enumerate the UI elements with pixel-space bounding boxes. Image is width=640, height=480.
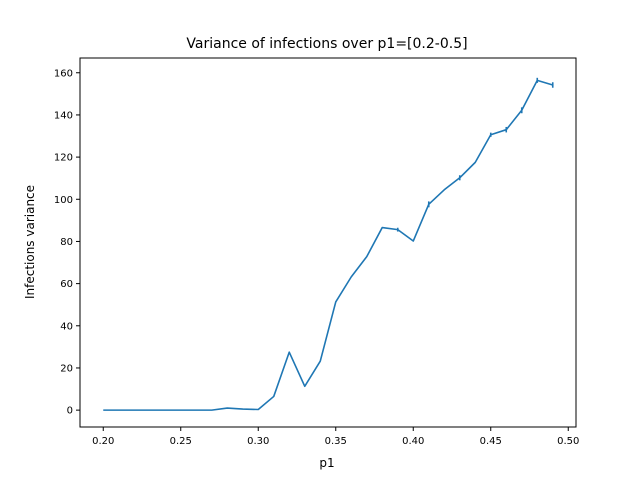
x-tick-label: 0.45 xyxy=(480,436,502,447)
plot-area xyxy=(103,77,554,411)
y-tick-label: 120 xyxy=(54,153,73,164)
x-tick-label: 0.35 xyxy=(325,436,347,447)
y-axis: 0 20 40 60 80 100 120 140 160 xyxy=(54,68,80,417)
y-tick-label: 100 xyxy=(54,195,73,206)
y-tick-label: 60 xyxy=(60,279,73,290)
x-tick-label: 0.30 xyxy=(247,436,269,447)
y-axis-label: Infections variance xyxy=(23,185,37,299)
y-tick-label: 20 xyxy=(60,363,73,374)
x-tick-label: 0.40 xyxy=(402,436,424,447)
x-tick-label: 0.20 xyxy=(92,436,114,447)
y-tick-label: 140 xyxy=(54,110,73,121)
y-tick-label: 0 xyxy=(67,406,73,417)
x-tick-label: 0.25 xyxy=(170,436,192,447)
plot-frame xyxy=(79,57,577,428)
x-tick-label: 0.50 xyxy=(557,436,579,447)
y-tick-label: 80 xyxy=(60,237,73,248)
series-line xyxy=(103,79,553,411)
x-axis: 0.20 0.25 0.30 0.35 0.40 0.45 0.50 xyxy=(92,427,579,447)
x-axis-label: p1 xyxy=(319,456,334,470)
chart-title: Variance of infections over p1=[0.2-0.5] xyxy=(186,36,467,52)
y-tick-label: 160 xyxy=(54,68,73,79)
y-tick-label: 40 xyxy=(60,321,73,332)
